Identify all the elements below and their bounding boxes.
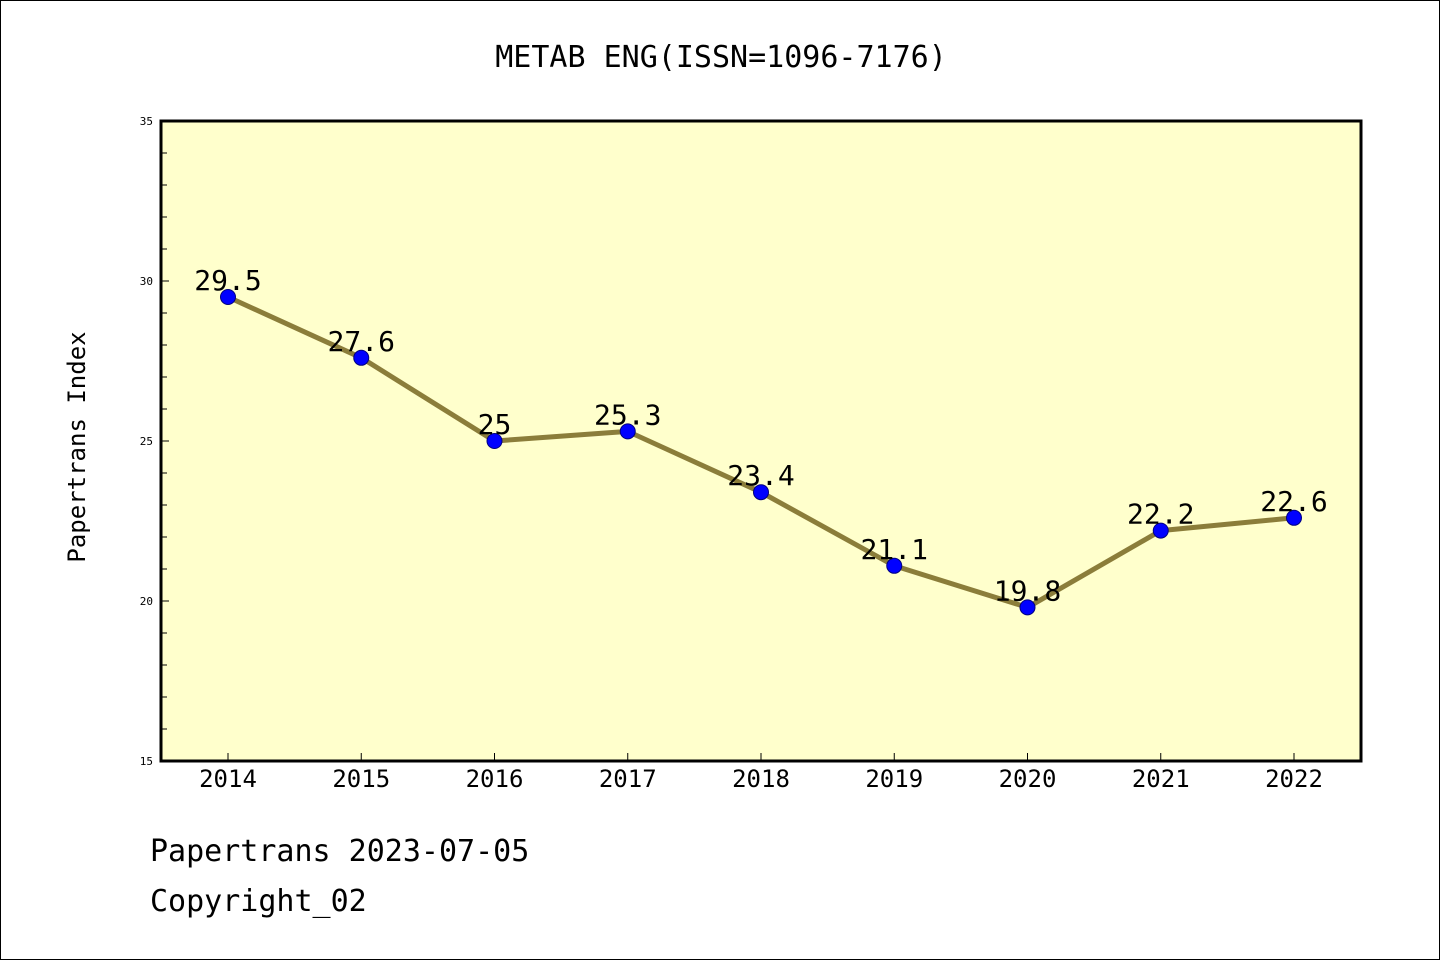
y-tick-label: 15 (140, 755, 153, 768)
x-tick-label: 2016 (466, 765, 524, 793)
x-tick-label: 2018 (732, 765, 790, 793)
data-label: 27.6 (328, 325, 395, 358)
data-label: 21.1 (861, 533, 928, 566)
plot-area (159, 119, 1363, 763)
data-point (619, 423, 636, 440)
data-point (753, 484, 769, 501)
data-point (1286, 509, 1302, 526)
data-markers (220, 289, 1302, 616)
x-tick-label: 2014 (199, 765, 257, 793)
data-labels: 29.5 27.6 25 25.3 23.4 21.1 19.8 22.2 22.6 (194, 264, 1327, 607)
y-tick-label: 25 (140, 435, 153, 448)
y-tick-label: 30 (140, 275, 153, 288)
data-label: 22.6 (1260, 485, 1327, 518)
footer-copyright-text: Copyright_02 (150, 884, 367, 919)
chart-title: METAB ENG(ISSN=1096-7176) (495, 40, 947, 75)
x-tick-label: 2015 (332, 765, 390, 793)
y-tick-label: 35 (140, 115, 153, 128)
data-label: 19.8 (994, 574, 1061, 607)
data-point (886, 557, 903, 574)
data-label: 22.2 (1127, 498, 1194, 531)
data-label: 23.4 (727, 459, 794, 492)
data-point (1019, 599, 1036, 616)
data-label: 25 (478, 408, 512, 441)
x-tick-label: 2019 (865, 765, 923, 793)
data-point (1152, 522, 1169, 539)
data-point (220, 289, 236, 305)
data-point (353, 349, 370, 366)
y-axis: 15 20 25 30 35 (140, 115, 169, 768)
data-label: 29.5 (194, 264, 261, 297)
x-axis: 2014 2015 2016 2017 2018 2019 2020 2021 2022 (199, 753, 1323, 793)
x-tick-label: 2017 (599, 765, 657, 793)
x-tick-label: 2021 (1132, 765, 1190, 793)
x-tick-label: 2020 (999, 765, 1057, 793)
data-label: 25.3 (594, 398, 661, 431)
y-tick-label: 20 (140, 595, 153, 608)
data-point (486, 433, 503, 449)
footer-date-text: Papertrans 2023-07-05 (150, 834, 530, 869)
y-axis-label: Papertrans Index (63, 331, 91, 562)
x-tick-label: 2022 (1265, 765, 1323, 793)
